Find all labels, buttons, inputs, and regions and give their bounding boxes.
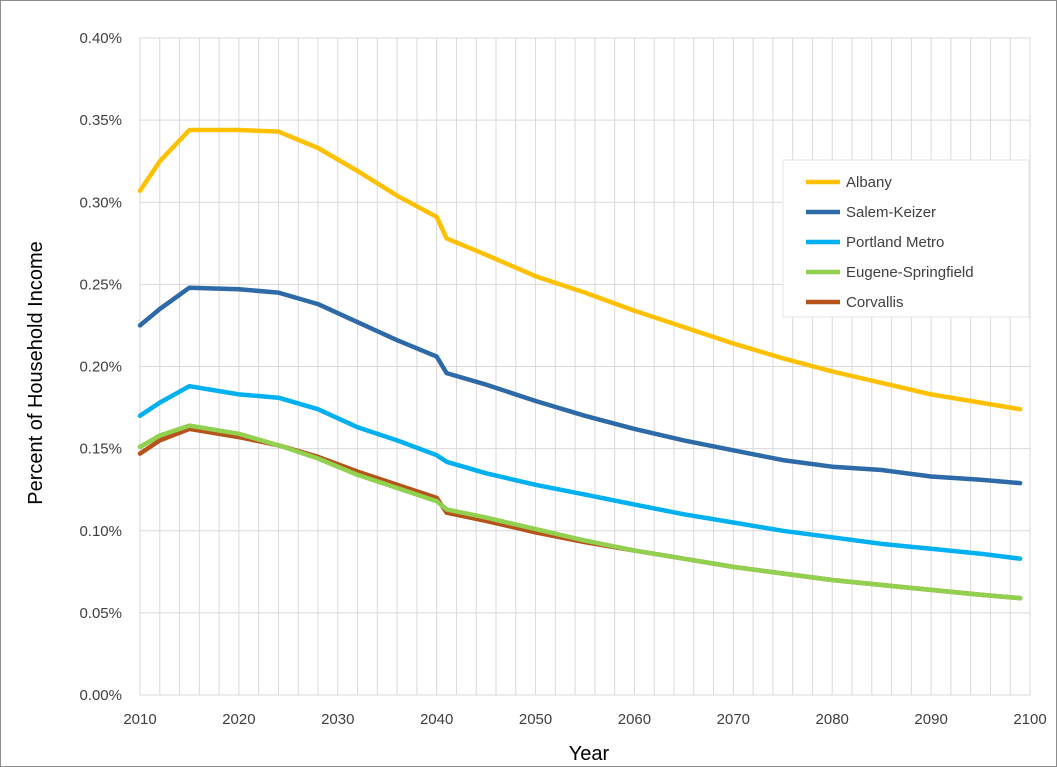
- legend: Albany Salem-Keizer Portland Metro Eugene-S…: [782, 159, 1030, 318]
- x-axis-ticks: 2010 2020 2030 2040 2050 2060 2070 2080 2090 2100: [123, 711, 1046, 728]
- y-tick-label: 0.15%: [79, 441, 122, 458]
- y-axis-ticks: 0.00% 0.05% 0.10% 0.15% 0.20% 0.25% 0.30% 0.35%…: [79, 30, 122, 704]
- legend-label: Salem-Keizer: [846, 204, 936, 221]
- x-tick-label: 2100: [1013, 711, 1046, 728]
- grid: [139, 37, 1031, 696]
- x-tick-label: 2040: [420, 711, 453, 728]
- y-tick-label: 0.00%: [79, 687, 122, 704]
- y-tick-label: 0.20%: [79, 359, 122, 376]
- legend-label: Corvallis: [846, 294, 904, 311]
- legend-box: [782, 159, 1030, 318]
- x-tick-label: 2020: [222, 711, 255, 728]
- x-tick-label: 2090: [914, 711, 947, 728]
- series-line: [137, 285, 1023, 486]
- y-tick-label: 0.05%: [79, 605, 122, 622]
- legend-label: Albany: [846, 174, 892, 191]
- legend-label: Eugene-Springfield: [846, 264, 974, 281]
- x-tick-label: 2070: [717, 711, 750, 728]
- x-tick-label: 2010: [123, 711, 156, 728]
- series-line: [137, 426, 1023, 601]
- series-line: [137, 127, 1023, 412]
- y-tick-label: 0.25%: [79, 276, 122, 293]
- series-line: [137, 423, 1023, 601]
- series-line: [137, 383, 1023, 561]
- y-axis-title: Percent of Household Income: [25, 241, 47, 505]
- y-tick-label: 0.10%: [79, 523, 122, 540]
- series-lines: [137, 127, 1023, 601]
- x-axis-title: Year: [569, 743, 610, 765]
- y-tick-label: 0.30%: [79, 194, 122, 211]
- x-tick-label: 2080: [816, 711, 849, 728]
- legend-label: Portland Metro: [846, 234, 944, 251]
- x-tick-label: 2030: [321, 711, 354, 728]
- x-tick-label: 2050: [519, 711, 552, 728]
- y-tick-label: 0.35%: [79, 112, 122, 129]
- x-tick-label: 2060: [618, 711, 651, 728]
- y-tick-label: 0.40%: [79, 30, 122, 47]
